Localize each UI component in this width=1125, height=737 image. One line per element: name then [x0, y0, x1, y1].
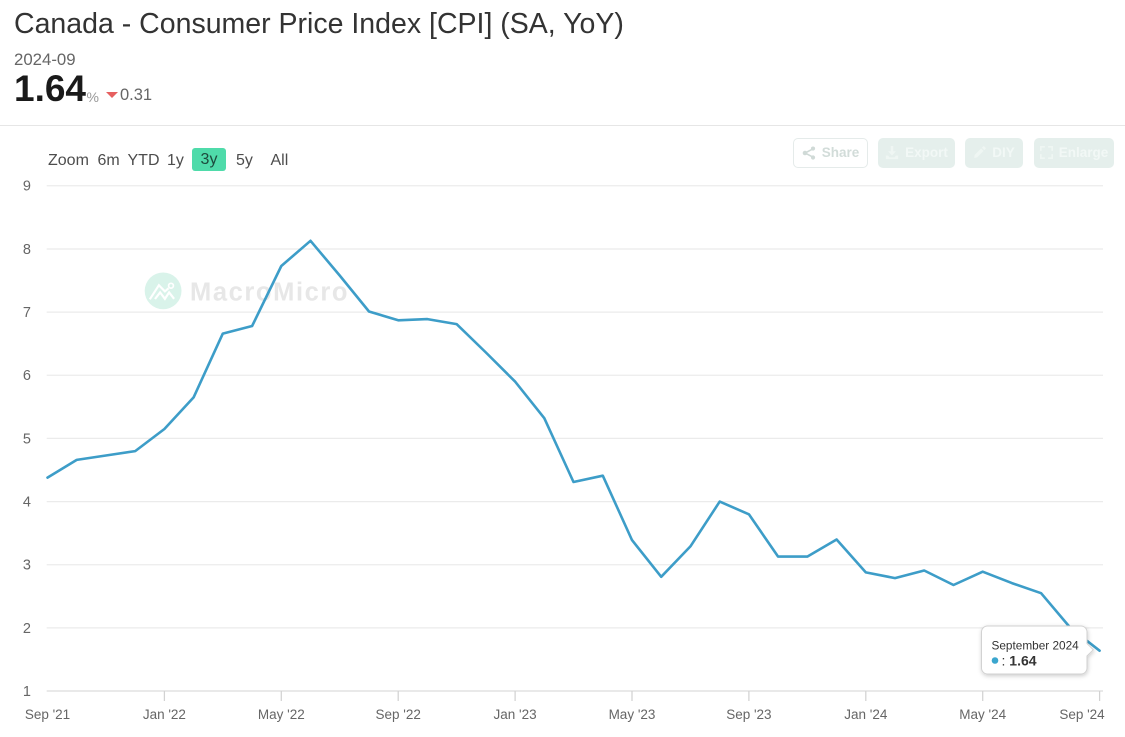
svg-text:Sep '23: Sep '23 [726, 707, 771, 722]
svg-text:: 1.64: : 1.64 [1002, 653, 1037, 669]
svg-text:Jan '22: Jan '22 [143, 707, 186, 722]
svg-text:8: 8 [23, 242, 31, 258]
svg-text:2: 2 [23, 621, 31, 637]
svg-text:4: 4 [23, 495, 31, 511]
svg-text:May '24: May '24 [959, 707, 1006, 722]
svg-text:Jan '23: Jan '23 [494, 707, 537, 722]
svg-text:1: 1 [23, 684, 31, 700]
svg-text:3: 3 [23, 558, 31, 574]
svg-text:7: 7 [23, 305, 31, 321]
svg-text:5: 5 [23, 431, 31, 447]
svg-text:September 2024: September 2024 [992, 639, 1080, 653]
svg-text:Jan '24: Jan '24 [844, 707, 888, 722]
svg-text:9: 9 [23, 179, 31, 195]
svg-text:Sep '21: Sep '21 [25, 707, 70, 722]
svg-text:Sep '24: Sep '24 [1059, 707, 1105, 722]
svg-text:May '22: May '22 [258, 707, 305, 722]
svg-text:6: 6 [23, 368, 31, 384]
svg-text:May '23: May '23 [609, 707, 656, 722]
svg-text:Sep '22: Sep '22 [376, 707, 421, 722]
